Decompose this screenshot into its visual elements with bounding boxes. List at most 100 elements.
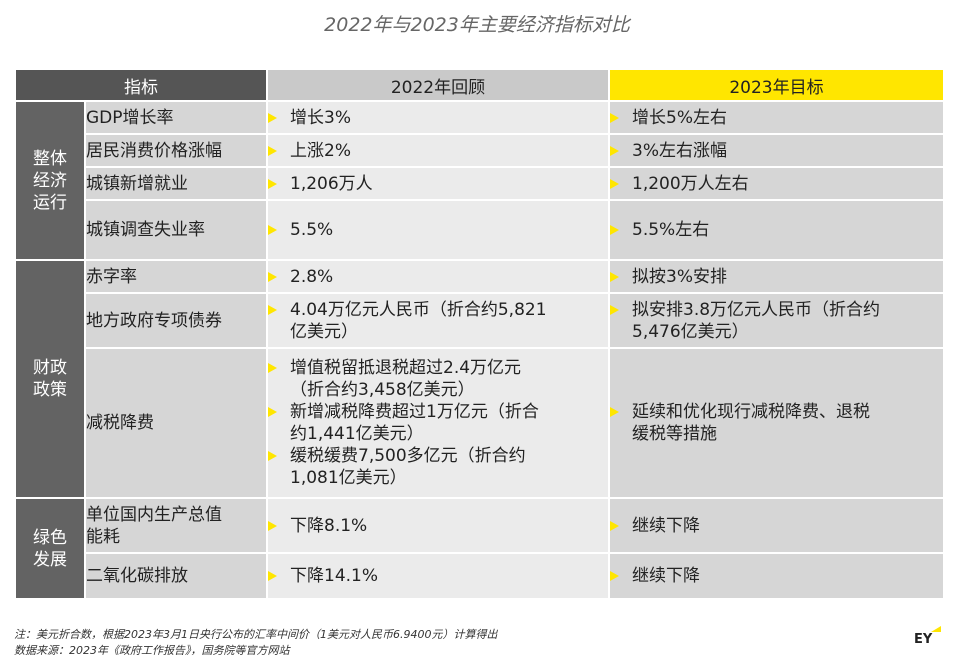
header-indicator: 指标 [14, 68, 268, 102]
data-source: 数据来源：2023年《政府工作报告》，国务院等官方网站 [14, 644, 290, 657]
target-2023-cell: 5.5%左右 [608, 199, 945, 261]
indicator-name-line: GDP增长率 [86, 107, 174, 128]
bullet-item: 继续下降 [610, 565, 943, 587]
table-row: 居民消费价格涨幅 上涨2% 3%左右涨幅 [15, 133, 945, 168]
bullet-arrow-icon [268, 271, 277, 282]
header-row: 指标 2022年回顾 2023年目标 [14, 68, 945, 102]
indicator-name: 减税降费 [84, 347, 268, 499]
category-cell: 整体 经济 运行 [14, 100, 86, 261]
indicator-name: GDP增长率 [84, 100, 268, 135]
bullet-text-line: 2.8% [290, 266, 334, 287]
bullet-item: 下降14.1% [268, 565, 608, 587]
indicator-name-line: 居民消费价格涨幅 [86, 140, 222, 161]
bullet-text-line: 继续下降 [632, 566, 700, 586]
bullet-item: 3%左右涨幅 [610, 140, 943, 162]
bullet-text-line: 拟按3%安排 [632, 266, 727, 287]
bullet-item: 新增减税降费超过1万亿元（折合 约1,441亿美元） [268, 401, 608, 445]
bullet-arrow-icon [268, 178, 277, 189]
target-2023-cell: 3%左右涨幅 [608, 133, 945, 168]
bullet-arrow-icon [268, 304, 277, 315]
target-2023-cell: 延续和优化现行减税降费、退税 缓税等措施 [608, 347, 945, 499]
category-line: 运行 [33, 192, 67, 213]
bullet-item: 5.5% [268, 219, 608, 241]
category-line: 发展 [33, 549, 67, 570]
bullet-text-line: 1,206万人 [290, 173, 373, 194]
review-2022-cell: 1,206万人 [266, 166, 610, 201]
bullet-text-line: 延续和优化现行减税降费、退税 [632, 402, 870, 422]
bullet-item: 上涨2% [268, 140, 608, 162]
bullet-item: 下降8.1% [268, 515, 608, 537]
bullet-text-line: 1,200万人左右 [632, 173, 749, 194]
category-cell: 绿色 发展 [14, 497, 86, 600]
target-2023-cell: 1,200万人左右 [608, 166, 945, 201]
bullet-arrow-icon [268, 363, 277, 373]
review-2022-cell: 上涨2% [266, 133, 610, 168]
indicator-name-line: 城镇调查失业率 [86, 220, 205, 240]
bullet-item: 增长3% [268, 107, 608, 129]
target-2023-cell: 增长5%左右 [608, 100, 945, 135]
bullet-text-line: 新增减税降费超过1万亿元（折合 [290, 402, 539, 422]
table-row: 二氧化碳排放 下降14.1% 继续下降 [15, 552, 945, 600]
bullet-arrow-icon [610, 178, 619, 189]
bullet-text-line: 约1,441亿美元） [290, 424, 424, 444]
bullet-text-line: 4.04万亿元人民币（折合约5,821 [290, 299, 547, 320]
bullet-item: 拟安排3.8万亿元人民币（折合约 5,476亿美元） [610, 299, 943, 343]
bullet-text-line: 缓税等措施 [632, 424, 717, 444]
bullet-item: 5.5%左右 [610, 219, 943, 241]
bullet-arrow-icon [268, 407, 277, 417]
review-2022-cell: 4.04万亿元人民币（折合约5,821 亿美元） [266, 292, 610, 349]
indicator-name-line: 减税降费 [86, 413, 154, 433]
category-line: 财政 [33, 358, 67, 378]
category-cell: 财政 政策 [14, 259, 86, 499]
logo-accent-bar [931, 626, 941, 632]
indicator-name-line: 二氧化碳排放 [86, 566, 188, 586]
bullet-text-line: 5,476亿美元） [632, 321, 749, 342]
page-title: 2022年与2023年主要经济指标对比 [324, 14, 630, 36]
logo-text: EY [914, 632, 933, 647]
target-2023-cell: 继续下降 [608, 552, 945, 600]
indicator-name-line: 地方政府专项债券 [86, 310, 222, 331]
bullet-text-line: 3%左右涨幅 [632, 140, 727, 161]
bullet-arrow-icon [610, 520, 619, 531]
bullet-arrow-icon [268, 451, 277, 461]
table-row: 城镇新增就业 1,206万人 1,200万人左右 [15, 166, 945, 201]
footnote: 注：美元折合数，根据2023年3月1日央行公布的汇率中间价（1美元对人民币6.9… [14, 628, 498, 641]
table-row: 地方政府专项债券 4.04万亿元人民币（折合约5,821 亿美元） 拟安排3.8万亿元… [15, 292, 945, 349]
bullet-text-line: （折合约3,458亿美元） [290, 380, 475, 400]
category-line: 经济 [33, 170, 67, 191]
bullet-item: 缓税缓费7,500多亿元（折合约 1,081亿美元） [268, 445, 608, 489]
category-line: 整体 [33, 148, 67, 169]
target-2023-cell: 拟安排3.8万亿元人民币（折合约 5,476亿美元） [608, 292, 945, 349]
table-row: 绿色 发展 单位国内生产总值 能耗 下降8.1% 继续下降 [14, 497, 945, 600]
bullet-item: 1,200万人左右 [610, 173, 943, 195]
bullet-item: 增值税留抵退税超过2.4万亿元 （折合约3,458亿美元） [268, 357, 608, 401]
indicator-name: 城镇调查失业率 [84, 199, 268, 261]
bullet-arrow-icon [268, 145, 277, 156]
bullet-text-line: 上涨2% [290, 140, 351, 161]
bullet-text-line: 增值税留抵退税超过2.4万亿元 [290, 358, 522, 378]
target-2023-cell: 继续下降 [608, 497, 945, 554]
indicator-name-line: 赤字率 [86, 266, 137, 287]
table-row: 整体 经济 运行 GDP增长率 增长3% 增长5%左右 [14, 100, 945, 261]
bullet-arrow-icon [610, 271, 619, 282]
bullet-item: 1,206万人 [268, 173, 608, 195]
bullet-text-line: 1,081亿美元） [290, 468, 407, 488]
indicator-name: 二氧化碳排放 [84, 552, 268, 600]
bullet-text-line: 5.5% [290, 220, 334, 240]
review-2022-cell: 5.5% [266, 199, 610, 261]
bullet-arrow-icon [268, 112, 277, 123]
table-row: 财政 政策 赤字率 2.8% 拟按3%安排 [14, 259, 945, 499]
bullet-text-line: 缓税缓费7,500多亿元（折合约 [290, 446, 526, 466]
category-line: 绿色 [33, 527, 67, 548]
category-line: 政策 [33, 380, 67, 400]
bullet-arrow-icon [610, 571, 619, 581]
bullet-arrow-icon [610, 225, 619, 235]
bullet-text-line: 5.5%左右 [632, 220, 710, 240]
bullet-text-line: 继续下降 [632, 515, 700, 536]
bullet-item: 增长5%左右 [610, 107, 943, 129]
bullet-text-line: 拟安排3.8万亿元人民币（折合约 [632, 299, 881, 320]
review-2022-cell: 2.8% [266, 259, 610, 294]
header-2023-target: 2023年目标 [608, 68, 945, 102]
indicator-name: 地方政府专项债券 [84, 292, 268, 349]
